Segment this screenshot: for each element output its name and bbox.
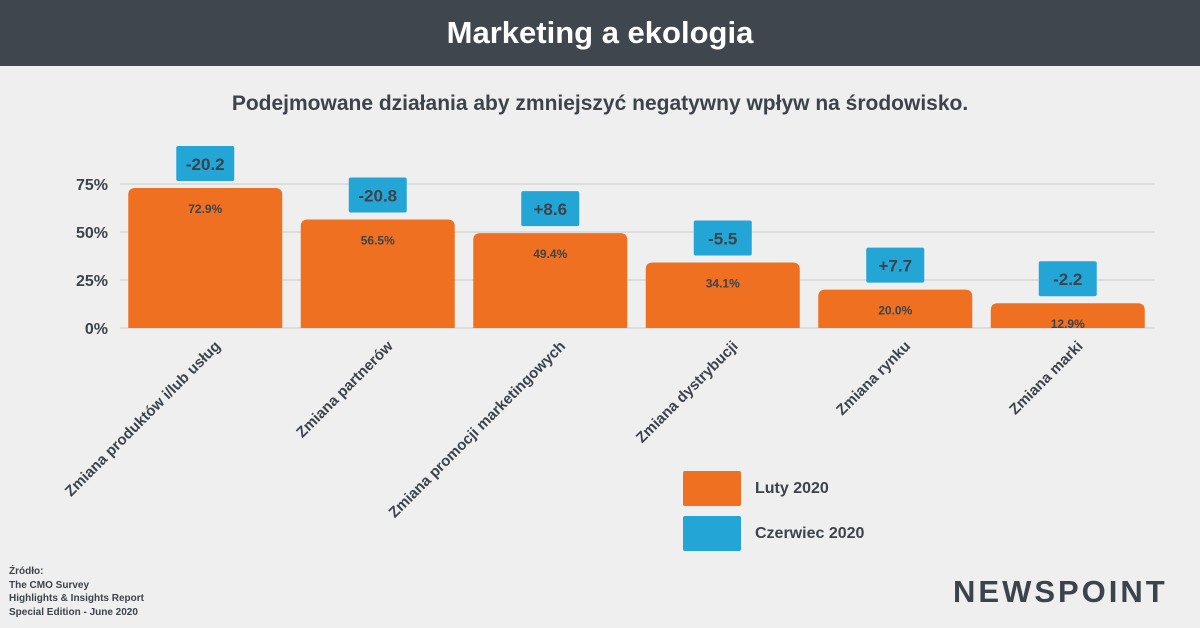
bar-luty	[300, 219, 455, 328]
source-line: Highlights & Insights Report	[9, 593, 144, 604]
change-badge-label: +8.6	[533, 200, 567, 219]
bar-value-label: 12.9%	[1051, 317, 1085, 331]
y-tick-label: 25%	[76, 273, 108, 290]
change-badge	[1038, 261, 1097, 297]
bar-value-label: 49.4%	[533, 247, 567, 261]
legend-item-luty: Luty 2020	[683, 471, 864, 506]
legend-item-czerwiec: Czerwiec 2020	[683, 516, 864, 551]
bar-value-label: 56.5%	[361, 234, 395, 248]
legend-label-luty: Luty 2020	[755, 479, 829, 497]
bar-luty	[990, 303, 1145, 328]
change-badge	[348, 177, 407, 213]
source-heading: Źródło:	[9, 566, 44, 577]
x-category-label: Zmiana partnerów	[293, 338, 397, 442]
change-badge-label: -5.5	[708, 230, 737, 249]
chart-title: Podejmowane działania aby zmniejszyć neg…	[231, 92, 969, 115]
legend-swatch-luty	[683, 471, 741, 506]
bar-luty	[818, 289, 973, 328]
source-note: Źródło: The CMO Survey Highlights & Insi…	[9, 565, 144, 619]
x-category-label: Zmiana produktów i/lub usług	[62, 338, 224, 500]
y-tick-label: 0%	[85, 321, 108, 338]
change-badge-label: -20.2	[186, 155, 225, 174]
legend-swatch-czerwiec	[683, 516, 741, 551]
change-badge	[176, 146, 235, 182]
bar-value-label: 34.1%	[706, 277, 740, 291]
x-category-label: Zmiana marki	[1006, 338, 1086, 418]
change-badge-label: -2.2	[1053, 270, 1082, 289]
legend-label-czerwiec: Czerwiec 2020	[755, 524, 865, 542]
bar-luty	[128, 188, 283, 328]
legend: Luty 2020 Czerwiec 2020	[683, 471, 864, 561]
y-tick-label: 50%	[76, 225, 108, 242]
bar-luty	[645, 262, 800, 328]
x-category-label: Zmiana dystrybucji	[633, 338, 742, 447]
change-badge-label: +7.7	[878, 257, 912, 276]
page-title: Marketing a ekologia	[446, 15, 754, 50]
bar-luty	[473, 233, 628, 328]
newspoint-logo: NEWSPOINT	[953, 574, 1168, 609]
x-category-label: Zmiana promocji marketingowych	[386, 338, 570, 522]
change-badge	[693, 220, 752, 256]
x-category-label: Zmiana rynku	[833, 338, 914, 419]
header-bar: Marketing a ekologia	[0, 0, 1200, 66]
change-badge	[866, 247, 925, 283]
bar-value-label: 20.0%	[878, 304, 912, 318]
change-badge-label: -20.8	[358, 187, 397, 206]
source-line: Special Edition - June 2020	[9, 606, 138, 618]
change-badge	[521, 191, 580, 227]
bar-value-label: 72.9%	[188, 202, 222, 216]
y-tick-label: 75%	[76, 177, 108, 194]
source-line: The CMO Survey	[9, 579, 90, 591]
